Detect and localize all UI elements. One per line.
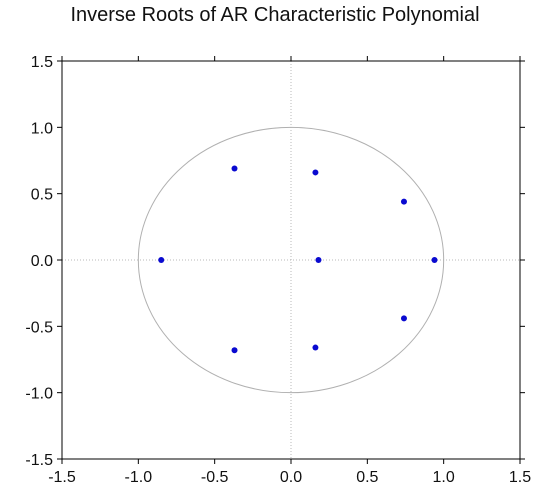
unit-circle-layer <box>137 126 445 394</box>
inverse-root-point <box>312 344 319 351</box>
reference-lines <box>62 61 520 459</box>
axis-ticks <box>57 56 525 464</box>
x-tick-label: -1.5 <box>48 469 76 486</box>
y-tick-label: -1.0 <box>25 386 53 403</box>
unit-circle <box>137 126 445 394</box>
x-tick-label: -0.5 <box>201 469 229 486</box>
inverse-root-point <box>315 257 322 263</box>
inverse-root-point <box>312 169 319 176</box>
x-tick-label: 1.5 <box>509 469 531 486</box>
x-tick-label: 1.0 <box>433 469 455 486</box>
x-tick-label: -1.0 <box>125 469 153 486</box>
x-tick-label: 0.0 <box>280 469 302 486</box>
inverse-root-point <box>231 165 238 172</box>
root-points <box>158 165 438 354</box>
inverse-root-point <box>400 198 407 205</box>
y-tick-label: 0.5 <box>31 187 53 204</box>
y-tick-label: 1.5 <box>31 54 53 71</box>
y-tick-label: 0.0 <box>31 253 53 270</box>
inverse-root-point <box>431 257 438 263</box>
x-tick-label: 0.5 <box>356 469 378 486</box>
inverse-root-point <box>231 347 238 354</box>
tick-labels: -1.5 -1.0 -0.5 0.0 0.5 1.0 1.5 1.5 1.0 0.5 0.0 -0.5… <box>25 54 531 486</box>
y-tick-label: -0.5 <box>25 319 53 336</box>
chart-title: Inverse Roots of AR Characteristic Polyn… <box>70 4 480 26</box>
inverse-root-point <box>400 315 407 322</box>
y-tick-label: -1.5 <box>25 452 53 469</box>
inverse-root-point <box>158 257 165 263</box>
y-tick-label: 1.0 <box>31 120 53 137</box>
